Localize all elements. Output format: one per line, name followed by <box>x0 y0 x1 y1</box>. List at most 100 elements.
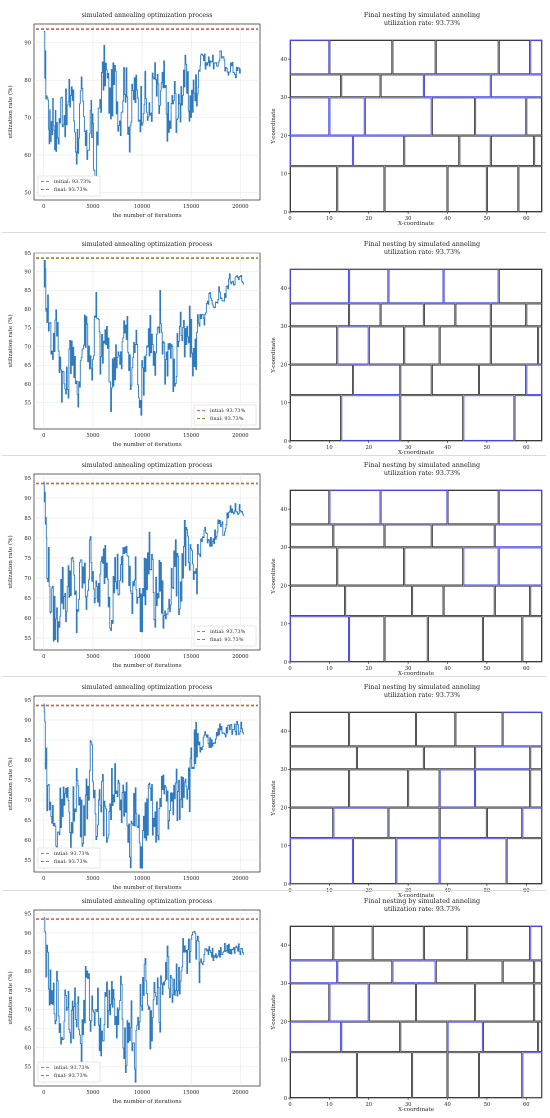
nest-piece <box>455 712 503 747</box>
nest-chart-1: Final nesting by simulated annelingutili… <box>271 11 543 227</box>
y-tick-label: 20 <box>280 133 287 139</box>
nest-piece <box>380 74 424 98</box>
x-tick-label: 60 <box>523 888 530 894</box>
nest-piece <box>538 1021 542 1052</box>
y-tick-label: 60 <box>24 1046 31 1052</box>
nest-piece <box>494 524 542 548</box>
nest-piece <box>498 547 542 586</box>
nest-piece <box>443 269 499 304</box>
y-tick-label: 65 <box>24 363 31 369</box>
nest-title: Final nesting by simulated anneling <box>364 683 480 691</box>
legend-entry: intial: 93.73% <box>54 1065 90 1071</box>
legend-box <box>193 404 257 426</box>
y-axis-label: utilization rate (%) <box>7 85 14 138</box>
figure-row-2: simulated annealing optimization process… <box>0 237 550 456</box>
nest-piece <box>349 616 385 662</box>
x-tick-label: 20000 <box>232 654 249 660</box>
x-axis-label: X-coordinate <box>398 221 435 226</box>
nest-piece <box>384 616 428 662</box>
legend-entry: final: 93.73% <box>210 637 244 643</box>
nest-piece <box>368 983 416 1022</box>
chart-title: simulated annealing optimization process <box>82 684 213 691</box>
nest-piece <box>290 74 341 98</box>
nest-piece <box>396 838 440 884</box>
nest-chart-5: Final nesting by simulated annelingutili… <box>271 897 543 1113</box>
nest-piece <box>400 1021 448 1052</box>
nest-piece <box>349 269 389 304</box>
nest-piece <box>479 364 527 395</box>
nest-piece <box>487 166 519 212</box>
nest-piece <box>290 364 353 395</box>
nest-piece <box>290 40 330 75</box>
nest-piece <box>329 97 365 136</box>
nest-piece <box>487 807 523 838</box>
nest-piece <box>353 838 397 884</box>
y-tick-label: 95 <box>24 251 31 257</box>
nest-piece <box>357 1052 412 1098</box>
nest-piece <box>290 547 338 586</box>
x-tick-label: 60 <box>523 216 530 222</box>
sa-panel-5: simulated annealing optimization process… <box>4 894 266 1112</box>
nest-piece <box>455 303 491 327</box>
x-tick-label: 15000 <box>183 433 200 439</box>
nest-piece <box>349 712 416 747</box>
x-axis-label: the number of iterations <box>112 213 181 219</box>
row-divider <box>2 232 546 233</box>
nest-piece <box>530 585 542 616</box>
nest-piece <box>337 166 385 212</box>
nest-piece <box>290 807 334 838</box>
nest-piece <box>475 97 527 136</box>
nest-piece <box>392 40 436 75</box>
nest-piece <box>534 983 542 1022</box>
nest-piece <box>372 926 424 961</box>
y-tick-label: 40 <box>280 729 287 735</box>
x-tick-label: 10000 <box>134 433 151 439</box>
nest-frame <box>289 268 543 442</box>
nest-piece <box>463 547 499 586</box>
nest-piece <box>522 1052 542 1098</box>
x-tick-label: 10 <box>326 1102 333 1108</box>
y-tick-label: 90 <box>24 931 31 937</box>
nest-piece <box>424 926 467 961</box>
nest-piece <box>483 616 523 662</box>
nest-piece <box>447 490 499 525</box>
nest-subtitle: utilization rate: 93.73% <box>384 905 460 913</box>
nest-frame <box>289 489 543 663</box>
x-tick-label: 30 <box>405 216 412 222</box>
y-tick-label: 20 <box>280 1019 287 1025</box>
y-tick-label: 40 <box>280 507 287 513</box>
nest-piece <box>392 960 436 984</box>
nest-piece <box>412 585 444 616</box>
y-tick-label: 75 <box>24 988 31 994</box>
x-tick-label: 40 <box>444 1102 451 1108</box>
y-tick-label: 10 <box>280 172 287 178</box>
y-axis-label: Y-coordinate <box>271 337 277 374</box>
x-tick-label: 20 <box>365 666 372 672</box>
x-tick-label: 0 <box>42 204 45 210</box>
nest-piece <box>290 1052 357 1098</box>
x-tick-label: 50 <box>484 445 491 451</box>
nest-piece <box>498 490 542 525</box>
x-axis-label: the number of iterations <box>112 1099 181 1105</box>
nest-piece <box>384 166 448 212</box>
nest-piece <box>514 395 542 441</box>
x-tick-label: 10 <box>326 666 333 672</box>
nest-piece <box>290 326 338 365</box>
nest-piece <box>353 364 401 395</box>
nest-piece <box>447 1021 483 1052</box>
legend-entry: final: 93.73% <box>54 1073 88 1079</box>
y-tick-label: 10 <box>280 1058 287 1064</box>
legend-box <box>37 1061 101 1083</box>
y-tick-label: 95 <box>24 698 31 704</box>
y-tick-label: 80 <box>24 536 31 542</box>
nest-piece <box>329 490 381 525</box>
nest-piece <box>416 983 475 1022</box>
chart-title: simulated annealing optimization process <box>82 12 213 19</box>
nest-piece <box>490 74 542 98</box>
nest-piece <box>341 74 381 98</box>
nest-piece <box>337 960 393 984</box>
y-tick-label: 65 <box>24 596 31 602</box>
nest-piece <box>435 960 503 984</box>
y-tick-label: 85 <box>24 516 31 522</box>
x-tick-label: 0 <box>288 216 291 222</box>
